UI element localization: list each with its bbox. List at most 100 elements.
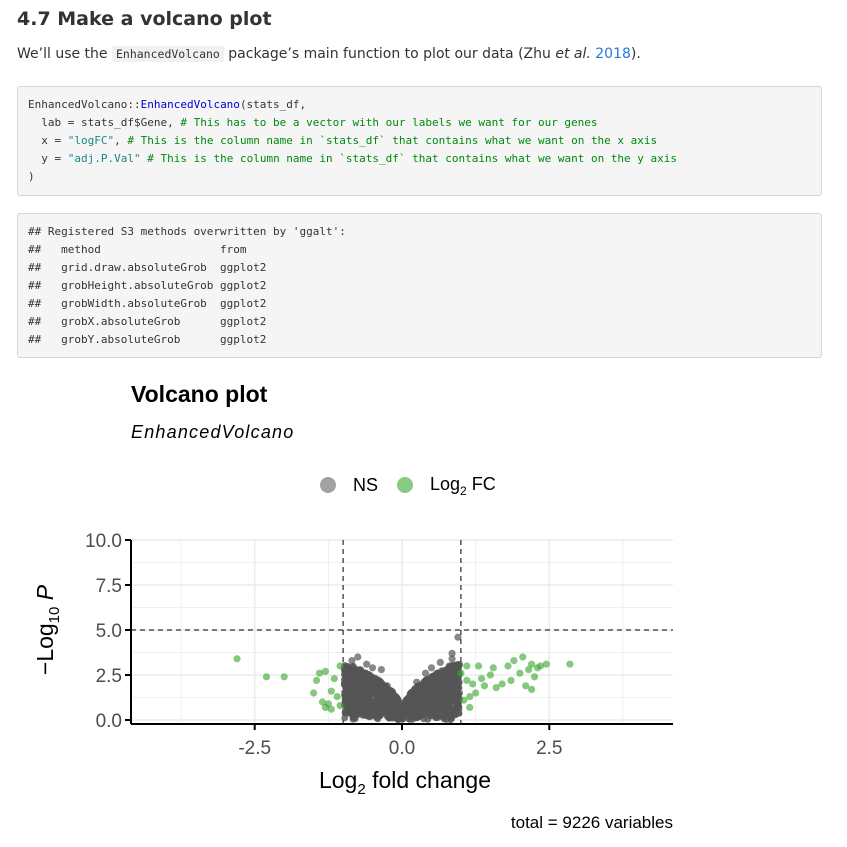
- ns-point: [416, 696, 424, 704]
- code-line-1: EnhancedVolcano::EnhancedVolcano(stats_d…: [28, 96, 811, 114]
- x-axis-label: Log2 fold change: [319, 767, 491, 798]
- code-comment-lab: # This has to be a vector with our label…: [180, 116, 598, 129]
- ns-cloud-point: [438, 697, 445, 705]
- code-string-adjpval: "adj.P.Val": [67, 152, 141, 165]
- ns-point: [351, 676, 359, 685]
- fc-point: [542, 660, 550, 668]
- code-close-paren: ): [28, 170, 35, 183]
- fc-point: [519, 653, 527, 661]
- chart-title: Volcano plot: [131, 381, 268, 407]
- ns-point: [413, 678, 421, 686]
- ns-cloud-point: [377, 709, 384, 717]
- ns-point: [383, 682, 391, 690]
- fc-point: [522, 682, 530, 690]
- fc-point: [262, 673, 271, 681]
- fc-point: [310, 689, 318, 697]
- volcano-plot: Volcano plot EnhancedVolcano NS Log2 FC …: [32, 381, 673, 832]
- ns-cloud-point: [429, 696, 436, 703]
- ns-cloud-point: [434, 693, 441, 700]
- code-function-name: EnhancedVolcano: [140, 98, 240, 111]
- ns-cloud-point: [357, 670, 364, 678]
- intro-text-before: We’ll use the: [17, 46, 112, 62]
- source-code-block: EnhancedVolcano::EnhancedVolcano(stats_d…: [17, 86, 822, 196]
- code-arg-lab: lab = stats_df$Gene,: [28, 116, 181, 129]
- chart-caption: total = 9226 variables: [511, 813, 673, 832]
- fc-point: [463, 676, 471, 685]
- ns-point: [363, 660, 371, 668]
- fc-point: [472, 689, 480, 697]
- ns-cloud-point: [349, 663, 356, 670]
- ns-point: [427, 664, 436, 672]
- ns-cloud-point: [355, 711, 363, 718]
- fc-point: [498, 680, 506, 688]
- ns-cloud-point: [442, 716, 450, 723]
- fc-point: [489, 664, 497, 672]
- code-string-logfc: "logFC": [67, 134, 115, 147]
- fc-point: [492, 684, 500, 692]
- ns-point: [345, 684, 353, 692]
- y-tick-label: 10.0: [85, 531, 122, 552]
- fc-point: [566, 660, 574, 668]
- fc-point: [336, 662, 344, 670]
- ns-cloud-point: [416, 712, 424, 719]
- fc-point: [528, 685, 536, 694]
- legend-ns-label: NS: [353, 475, 378, 495]
- fc-point: [457, 669, 465, 677]
- fc-point: [280, 673, 288, 681]
- fc-point: [321, 703, 330, 712]
- fc-point: [528, 660, 536, 668]
- fc-point: [327, 705, 335, 713]
- ticks: 0.0 2.5 5.0 7.5 10.0 -2.5 0.0 2.5: [85, 531, 562, 759]
- code-args-start: (stats_df,: [239, 98, 307, 111]
- ns-point: [451, 673, 459, 681]
- code-namespace: EnhancedVolcano::: [28, 98, 141, 111]
- output-line: ## grobY.absoluteGrob ggplot2: [28, 333, 267, 346]
- code-comment-y: # This is the column name in `stats_df` …: [147, 152, 678, 165]
- ns-point: [448, 649, 456, 658]
- ns-point: [401, 711, 409, 719]
- ns-point: [392, 709, 400, 717]
- ns-point: [407, 691, 415, 699]
- code-comma: ,: [114, 134, 128, 147]
- ns-point: [433, 676, 441, 685]
- ns-cloud-point: [370, 705, 378, 713]
- fc-point: [510, 657, 518, 665]
- intro-etal: et al.: [555, 46, 591, 62]
- ns-point: [445, 662, 453, 670]
- y-tick-label: 5.0: [96, 621, 122, 642]
- ns-point: [368, 664, 377, 672]
- ns-cloud-point: [446, 687, 454, 695]
- ns-cloud-point: [359, 701, 367, 708]
- ns-cloud-point: [356, 682, 364, 690]
- y-tick-label: 0.0: [96, 711, 122, 732]
- ns-cloud-point: [395, 699, 403, 707]
- ns-cloud-point: [447, 680, 455, 688]
- ns-cloud-point: [342, 689, 349, 696]
- legend-ns-swatch: [320, 477, 336, 493]
- ns-cloud-point: [370, 677, 377, 685]
- chart-subtitle: EnhancedVolcano: [131, 422, 294, 442]
- fc-point: [321, 667, 330, 676]
- ns-point: [377, 666, 385, 674]
- ns-point: [448, 655, 456, 663]
- x-tick-label: 2.5: [536, 738, 562, 759]
- code-arg-y: y =: [28, 152, 68, 165]
- ns-point: [454, 633, 462, 641]
- chart-legend: NS Log2 FC: [320, 474, 496, 498]
- ns-point: [365, 671, 374, 679]
- intro-text-after: ).: [630, 46, 641, 62]
- intro-text-middle: package’s main function to plot our data…: [223, 46, 556, 62]
- output-line: ## Registered S3 methods overwritten by …: [28, 225, 346, 238]
- ns-cloud-point: [342, 678, 350, 685]
- ns-cloud-point: [362, 683, 370, 691]
- fc-point: [504, 662, 512, 670]
- fc-point: [327, 687, 335, 695]
- ns-point: [380, 698, 388, 706]
- legend-fc-label: Log2 FC: [430, 474, 496, 498]
- x-tick-label: -2.5: [238, 738, 271, 759]
- citation-link[interactable]: 2018: [595, 46, 631, 62]
- y-tick-label: 2.5: [96, 666, 122, 687]
- fc-point: [477, 675, 486, 683]
- output-line: ## grid.draw.absoluteGrob ggplot2: [28, 261, 267, 274]
- code-line-2: lab = stats_df$Gene, # This has to be a …: [28, 114, 811, 132]
